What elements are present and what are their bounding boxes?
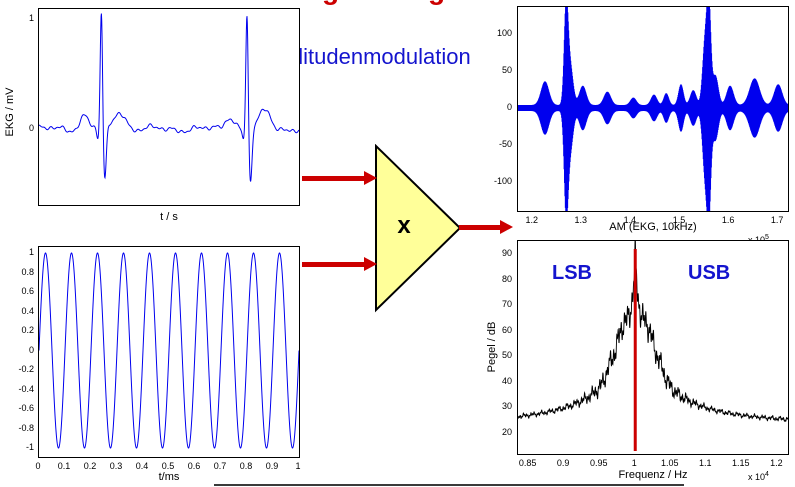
carrier-xtick-label: 0.7: [213, 461, 227, 471]
carrier-xtick-label: 0.2: [83, 461, 97, 471]
carrier-ytick-label: 0: [28, 344, 34, 355]
clipped-heading-fragment: g: [428, 0, 445, 4]
spectrum-xtick-label: 1.15: [732, 458, 750, 468]
carrier-ytick-label: 0.4: [21, 305, 34, 316]
spectrum-ytick-label: 30: [501, 401, 512, 412]
spectrum-ylabel: Pegel / dB: [486, 321, 498, 373]
usb-label: USB: [688, 262, 731, 284]
spectrum-exponent-power: 4: [765, 471, 769, 478]
spectrum-ytick-label: 50: [501, 350, 512, 361]
arrow-carrier-to-multiplier-head: [364, 257, 377, 271]
carrier-ytick-label: -0.6: [18, 403, 34, 413]
carrier-ytick-label: -0.2: [18, 364, 34, 374]
arrow-multiplier-to-am-head: [500, 220, 513, 234]
am-xtick-label: 1.2: [525, 215, 538, 225]
carrier-ytick-label: -1: [25, 442, 34, 452]
ekg-ylabel: EKG / mV: [4, 87, 16, 137]
spectrum-xlabel: Frequenz / Hz: [618, 469, 688, 481]
spectrum-ytick-label: 60: [501, 324, 512, 335]
multiplier-triangle-shape: [375, 144, 462, 313]
ekg-ytick-label: 1: [28, 13, 34, 23]
spectrum-xtick-label: 1.1: [699, 458, 712, 468]
spectrum-trace: [518, 241, 788, 422]
spectrum-ytick-label: 70: [501, 299, 512, 310]
am-ytick-label: -100: [493, 176, 512, 186]
spectrum-svg: [518, 241, 788, 451]
spectrum-ytick-label: 20: [501, 426, 512, 437]
spectrum-xtick-label: 1.05: [660, 458, 679, 468]
cut-off-rule: [214, 484, 684, 486]
am-trace: [518, 7, 788, 211]
spectrum-exponent-base: x 10: [748, 472, 766, 482]
carrier-waveform-svg: [39, 252, 299, 449]
ekg-xlabel: t / s: [160, 211, 178, 223]
am-plot: [517, 6, 789, 212]
am-ytick-label: -50: [498, 139, 512, 149]
am-exponent-power: 5: [765, 234, 769, 241]
spectrum-ytick-label: 40: [501, 375, 512, 386]
spectrum-xtick-label: 1: [631, 458, 637, 468]
carrier-xlabel: t/ms: [158, 471, 180, 483]
carrier-xtick-label: 0.9: [265, 461, 279, 471]
am-xtick-label: 1.3: [574, 215, 588, 225]
spectrum-xtick-label: 0.85: [518, 458, 537, 468]
ekg-plot: [38, 8, 300, 206]
arrow-ekg-to-multiplier: [302, 176, 365, 181]
am-xtick-label: 1.4: [623, 215, 637, 225]
carrier-xtick-label: 0.3: [109, 461, 123, 471]
spectrum-xtick-label: 0.9: [556, 458, 570, 468]
carrier-xtick-label: 0: [35, 461, 41, 471]
ekg-ytick-label: 0: [28, 123, 34, 133]
am-xtick-label: 1.6: [721, 215, 735, 225]
am-ytick-label: 0: [506, 102, 512, 112]
carrier-xtick-label: 0.1: [57, 461, 71, 471]
carrier-plot: [38, 246, 300, 458]
spectrum-axis-exponent: x 104: [748, 470, 769, 482]
lsb-label: LSB: [552, 262, 592, 284]
am-ytick-label: 50: [501, 65, 512, 75]
multiplier-triangle: [375, 144, 462, 313]
am-xtick-label: 1.7: [770, 215, 784, 225]
carrier-ytick-label: 0.8: [21, 266, 34, 277]
carrier-ytick-label: 0.6: [21, 286, 34, 296]
carrier-xtick-label: 0.6: [187, 461, 201, 471]
spectrum-ytick-label: 80: [501, 273, 512, 284]
arrow-multiplier-to-am: [459, 225, 501, 230]
am-xtick-label: 1.5: [672, 215, 686, 225]
am-ytick-label: 100: [496, 28, 512, 38]
spectrum-xtick-label: 1.2: [770, 458, 783, 468]
spectrum-ytick-label: 90: [501, 248, 512, 258]
carrier-ytick-label: 0.2: [21, 325, 34, 335]
ekg-trace: [39, 13, 299, 182]
carrier-ytick-label: -0.8: [18, 422, 34, 433]
multiplier-label: x: [397, 212, 411, 239]
carrier-xtick-label: 0.5: [161, 461, 175, 471]
arrow-ekg-to-multiplier-head: [364, 171, 377, 185]
carrier-ytick-label: 1: [28, 247, 34, 257]
am-xlabel: AM (EKG, 10kHz): [609, 221, 697, 233]
arrow-carrier-to-multiplier: [302, 262, 365, 267]
carrier-xtick-label: 1: [295, 461, 301, 471]
carrier-xtick-label: 0.8: [239, 461, 253, 471]
ekg-waveform-svg: [39, 13, 299, 182]
carrier-ytick-label: -0.4: [18, 383, 34, 394]
spectrum-xtick-label: 0.95: [589, 458, 608, 468]
clipped-heading-fragment: g: [322, 0, 339, 4]
carrier-xtick-label: 0.4: [135, 461, 149, 471]
spectrum-plot: [517, 240, 789, 455]
am-waveform-svg: [518, 7, 788, 211]
carrier-trace: [39, 252, 299, 449]
